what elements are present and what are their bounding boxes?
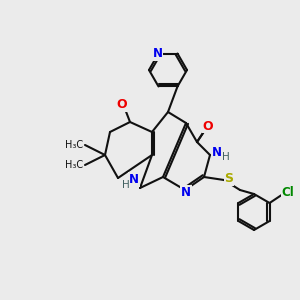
Text: N: N [152, 47, 163, 60]
Text: O: O [203, 119, 213, 133]
Text: Cl: Cl [281, 187, 294, 200]
Text: H₃C: H₃C [65, 160, 83, 170]
Text: H: H [222, 152, 230, 162]
Text: N: N [129, 173, 139, 186]
Text: H₃C: H₃C [65, 140, 83, 150]
Text: N: N [212, 146, 222, 160]
Text: S: S [224, 172, 233, 185]
Text: O: O [117, 98, 127, 112]
Text: H: H [122, 179, 130, 190]
Text: N: N [181, 185, 191, 199]
